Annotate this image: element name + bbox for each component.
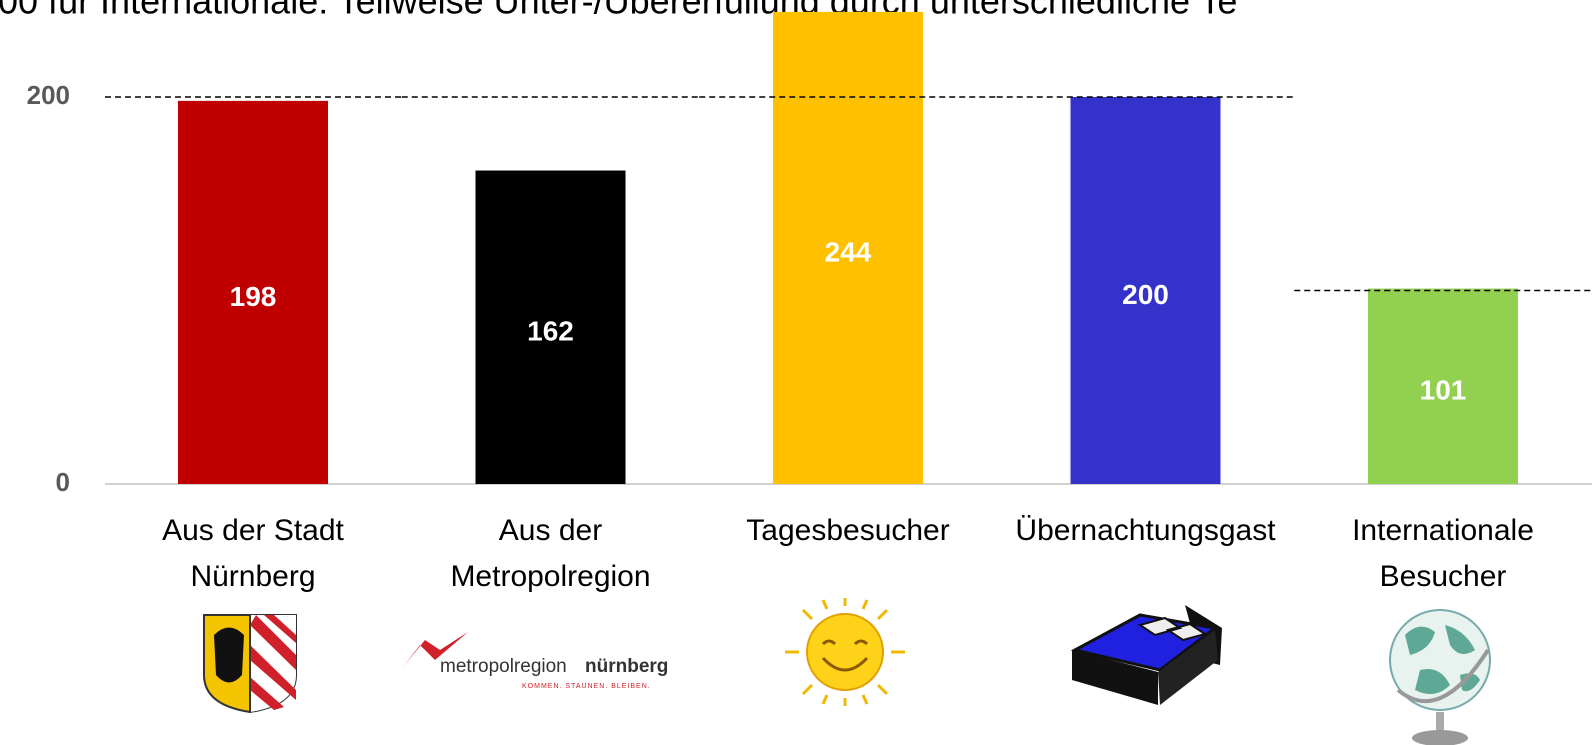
x-tick-label: Übernachtungsgast bbox=[996, 508, 1296, 554]
logo-text: nürnberg bbox=[585, 656, 668, 677]
logo-text: metropolregion bbox=[440, 656, 567, 677]
y-tick-label: 0 bbox=[56, 467, 70, 497]
bed-icon bbox=[1072, 605, 1222, 705]
value-label: 200 bbox=[1122, 279, 1169, 310]
slide: 00 für Internationale: Teilweise Unter-/… bbox=[0, 0, 1592, 745]
x-tick-label: Tagesbesucher bbox=[698, 508, 998, 554]
metropolregion-logo: metropolregion nürnberg KOMMEN. STAUNEN.… bbox=[403, 632, 668, 690]
globe-icon bbox=[1390, 610, 1490, 745]
x-tick-label: Aus der Stadt Nürnberg bbox=[103, 508, 403, 600]
x-tick-label: Aus der Metropolregion bbox=[401, 508, 701, 600]
value-label: 244 bbox=[825, 236, 872, 267]
value-label: 162 bbox=[527, 316, 574, 347]
value-label: 198 bbox=[230, 281, 277, 312]
sun-icon bbox=[785, 598, 905, 706]
chart-title: 00 für Internationale: Teilweise Unter-/… bbox=[0, 0, 1237, 22]
chart: 00 für Internationale: Teilweise Unter-/… bbox=[0, 0, 1592, 745]
x-tick-label: Internationale Besucher bbox=[1293, 508, 1592, 600]
logo-tagline: KOMMEN. STAUNEN. BLEIBEN. bbox=[522, 683, 651, 690]
nuernberg-shield bbox=[204, 615, 296, 712]
value-label: 101 bbox=[1420, 375, 1467, 406]
y-tick-label: 200 bbox=[27, 80, 70, 110]
